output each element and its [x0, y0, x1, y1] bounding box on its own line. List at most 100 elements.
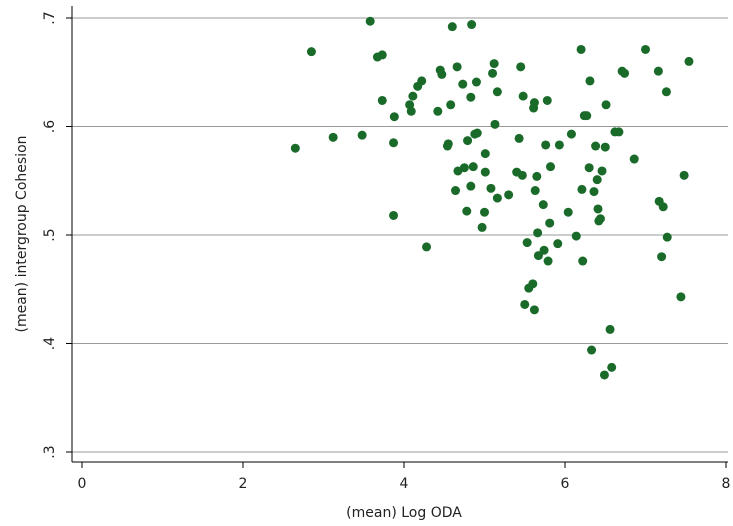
data-point	[517, 170, 527, 180]
data-point	[679, 170, 689, 180]
data-point	[471, 77, 481, 87]
data-point	[657, 252, 667, 262]
data-point	[593, 204, 603, 214]
data-point	[599, 370, 609, 380]
data-point	[437, 69, 447, 79]
data-point	[571, 231, 581, 241]
data-point	[518, 91, 528, 101]
data-point	[466, 181, 476, 191]
data-point	[459, 163, 469, 173]
data-point	[546, 162, 556, 172]
data-point	[408, 91, 418, 101]
data-point	[480, 167, 490, 177]
data-point	[443, 139, 453, 149]
data-point	[417, 76, 427, 86]
y-tick-label: .6	[42, 120, 58, 133]
x-tick-label: 2	[239, 476, 248, 492]
data-point	[584, 163, 594, 173]
data-point	[462, 206, 472, 216]
y-tick-label: .3	[42, 445, 58, 458]
data-point	[601, 100, 611, 110]
data-point	[520, 299, 530, 309]
data-point	[489, 59, 499, 69]
data-point	[607, 362, 617, 372]
x-tick-label: 0	[78, 476, 87, 492]
data-point	[662, 232, 672, 242]
y-tick-label: .5	[42, 228, 58, 241]
data-point	[641, 44, 650, 54]
data-points	[290, 16, 694, 380]
data-point	[605, 324, 615, 334]
data-point	[490, 119, 500, 129]
data-point	[516, 62, 526, 72]
data-point	[528, 279, 538, 289]
data-point	[553, 239, 563, 249]
data-point	[543, 256, 553, 266]
data-point	[620, 68, 630, 78]
data-point	[539, 245, 549, 255]
data-point	[477, 222, 487, 232]
data-point	[357, 130, 367, 140]
data-point	[328, 132, 338, 142]
data-point	[542, 95, 552, 105]
data-point	[458, 79, 468, 89]
data-point	[629, 154, 639, 164]
data-point	[422, 242, 432, 252]
data-point	[530, 186, 540, 196]
data-point	[653, 66, 663, 76]
data-point	[389, 112, 399, 122]
data-point	[658, 202, 668, 212]
data-point	[467, 20, 477, 30]
data-point	[389, 210, 399, 220]
data-point	[592, 175, 602, 185]
data-point	[290, 143, 300, 153]
data-point	[576, 44, 586, 54]
data-point	[504, 190, 514, 200]
data-point	[676, 292, 686, 302]
data-point	[577, 184, 587, 194]
x-axis-title: (mean) Log ODA	[346, 505, 462, 521]
data-point	[480, 207, 489, 217]
data-point	[541, 140, 551, 150]
grid-lines	[72, 17, 728, 453]
data-point	[522, 238, 532, 248]
data-point	[600, 142, 610, 152]
x-tick-label: 8	[722, 476, 731, 492]
data-point	[492, 193, 502, 203]
data-point	[595, 214, 605, 224]
data-point	[472, 128, 482, 138]
data-point	[587, 345, 597, 355]
x-tick-label: 6	[561, 476, 570, 492]
data-point	[463, 136, 473, 146]
data-point	[566, 129, 576, 139]
data-point	[306, 47, 316, 57]
data-point	[466, 92, 476, 102]
data-point	[529, 305, 539, 315]
data-point	[538, 200, 548, 210]
data-point	[589, 187, 599, 197]
data-point	[452, 62, 462, 72]
data-point	[488, 68, 498, 78]
data-point	[585, 76, 595, 86]
data-point	[377, 95, 387, 105]
data-point	[563, 207, 573, 217]
data-point	[480, 149, 490, 159]
data-point	[684, 56, 694, 66]
data-point	[433, 106, 443, 116]
data-point	[529, 98, 539, 108]
data-point	[591, 141, 601, 151]
data-point	[365, 16, 375, 26]
data-point	[582, 111, 592, 121]
data-point	[614, 127, 624, 137]
y-tick-label: .7	[42, 11, 58, 24]
data-point	[554, 140, 564, 150]
x-tick-label: 4	[400, 476, 409, 492]
data-point	[486, 183, 496, 193]
data-point	[377, 50, 387, 60]
data-point	[578, 256, 588, 266]
y-axis-title: (mean) intergroup Cohesion	[14, 135, 30, 332]
data-point	[597, 166, 607, 176]
data-point	[532, 171, 542, 181]
data-point	[533, 251, 543, 261]
